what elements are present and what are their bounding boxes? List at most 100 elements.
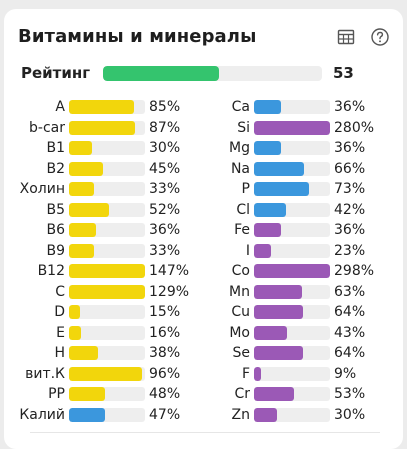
nutrient-percent: 85% [149, 99, 181, 115]
nutrient-bar-fill [69, 243, 95, 258]
nutrient-name: B2 [46, 160, 65, 177]
nutrient-bar [69, 305, 145, 319]
nutrient-bar-fill [254, 264, 330, 278]
nutrient-name: Co [231, 263, 250, 279]
nutrient-bar-fill [69, 407, 105, 422]
nutrient-bar-fill [254, 120, 330, 135]
nutrient-percent: 66% [334, 160, 366, 177]
nutrient-bar-fill [69, 346, 98, 360]
nutrient-name: Cl [236, 201, 250, 218]
nutrient-name: F [241, 365, 250, 382]
nutrient-percent: 147% [149, 263, 190, 279]
nutrient-name: Калий [19, 406, 65, 423]
nutrient-row: Mo 43% [200, 323, 407, 344]
nutrient-bar-fill [69, 120, 136, 135]
minerals-column: Ca 36% Si 280% Mg 36% Na 66% P 73% Cl 42% Fe 36% I 23% C… [200, 97, 407, 425]
nutrient-bar-fill [254, 161, 305, 176]
nutrient-bar-fill [254, 325, 287, 340]
nutrient-row: Cl 42% [200, 200, 407, 221]
nutrient-name: B9 [46, 242, 65, 259]
nutrient-name: PP [48, 386, 65, 402]
nutrient-row: C 129% [0, 282, 200, 303]
nutrient-name: Fe [234, 222, 250, 238]
nutrient-percent: 30% [334, 406, 366, 423]
nutrient-bar [254, 346, 330, 360]
nutrient-row: D 15% [0, 302, 200, 323]
nutrient-percent: 129% [149, 283, 190, 300]
nutrient-row: Co 298% [200, 261, 407, 282]
nutrient-bar-fill [69, 202, 109, 217]
nutrient-bar [254, 202, 330, 217]
table-icon[interactable] [336, 27, 356, 47]
nutrient-bar-fill [254, 202, 286, 217]
nutrient-percent: 280% [334, 119, 375, 136]
nutrient-bar-fill [69, 366, 142, 381]
nutrient-name: b-car [29, 119, 65, 136]
nutrient-row: Si 280% [200, 118, 407, 139]
nutrient-bar-fill [69, 161, 104, 176]
nutrient-name: Ca [231, 99, 250, 115]
nutrient-name: Mn [229, 283, 250, 300]
nutrient-bar [254, 305, 330, 319]
nutrient-bar [69, 366, 145, 381]
nutrient-bar-fill [254, 346, 303, 360]
nutrient-percent: 36% [149, 222, 181, 238]
nutrient-bar-fill [254, 182, 310, 196]
nutrient-row: Mn 63% [200, 282, 407, 303]
nutrient-bar-fill [254, 305, 303, 319]
rating-value: 53 [333, 64, 354, 82]
nutrient-name: I [245, 242, 250, 259]
nutrient-name: A [55, 99, 65, 115]
nutrient-row: B9 33% [0, 241, 200, 262]
nutrient-row: Ca 36% [200, 97, 407, 118]
nutrient-row: Mg 36% [200, 138, 407, 159]
nutrient-percent: 30% [149, 140, 181, 156]
nutrient-bar [69, 243, 145, 258]
rating-bar [103, 66, 322, 81]
nutrient-row: Калий 47% [0, 405, 200, 426]
nutrient-row: H 38% [0, 343, 200, 364]
nutrient-bar-fill [69, 100, 134, 114]
nutrient-bar-fill [69, 264, 145, 278]
nutrient-row: E 16% [0, 323, 200, 344]
nutrient-percent: 63% [334, 283, 366, 300]
nutrient-name: Mg [229, 140, 250, 156]
nutrient-bar [254, 407, 330, 422]
card-title: Витамины и минералы [18, 26, 257, 47]
nutrient-row: вит.К 96% [0, 364, 200, 385]
nutrient-bar [254, 264, 330, 278]
nutrient-name: P [241, 181, 250, 197]
help-circle-icon[interactable] [370, 27, 390, 47]
nutrient-percent: 43% [334, 324, 366, 341]
nutrient-percent: 36% [334, 140, 366, 156]
rating-label: Рейтинг [21, 64, 91, 82]
nutrient-name: Se [232, 345, 251, 361]
nutrient-row: Cu 64% [200, 302, 407, 323]
vitamins-column: A 85% b-car 87% B1 30% B2 45% Холин 33% B5 52% B6 36%… [0, 97, 200, 425]
nutrient-bar [254, 141, 330, 155]
nutrient-bar [254, 387, 330, 401]
nutrient-percent: 64% [334, 304, 366, 320]
nutrient-percent: 298% [334, 263, 375, 279]
nutrient-name: Cr [234, 386, 250, 402]
nutrient-name: Si [237, 119, 250, 136]
nutrient-percent: 33% [149, 181, 181, 197]
nutrient-name: H [54, 345, 65, 361]
nutrient-row: B1 30% [0, 138, 200, 159]
nutrient-row: B12 147% [0, 261, 200, 282]
nutrient-bar-fill [254, 284, 302, 299]
nutrient-row: B5 52% [0, 200, 200, 221]
nutrient-bar-fill [69, 305, 81, 319]
nutrient-name: Zn [231, 406, 250, 423]
nutrient-percent: 23% [334, 242, 366, 259]
nutrient-row: A 85% [0, 97, 200, 118]
nutrient-percent: 9% [334, 365, 357, 382]
nutrient-percent: 16% [149, 324, 181, 341]
nutrient-name: Mo [229, 324, 250, 341]
nutrient-percent: 33% [149, 242, 181, 259]
nutrient-bar-fill [254, 366, 261, 381]
nutrient-bar [254, 243, 330, 258]
nutrient-name: C [55, 283, 65, 300]
nutrient-bar-fill [69, 325, 82, 340]
nutrient-bar [69, 284, 145, 299]
